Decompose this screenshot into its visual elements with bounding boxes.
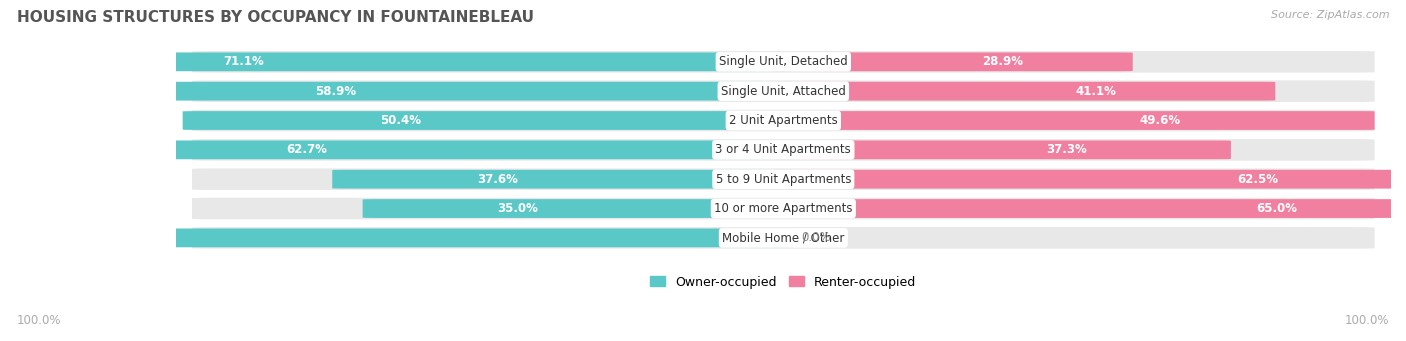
Text: 49.6%: 49.6% [1139, 114, 1181, 127]
FancyBboxPatch shape [193, 80, 1375, 102]
Text: 35.0%: 35.0% [498, 202, 538, 215]
FancyBboxPatch shape [772, 111, 1375, 130]
FancyBboxPatch shape [193, 51, 1375, 73]
FancyBboxPatch shape [0, 53, 794, 71]
FancyBboxPatch shape [0, 228, 794, 247]
FancyBboxPatch shape [193, 139, 1375, 161]
FancyBboxPatch shape [183, 111, 794, 130]
Text: 58.9%: 58.9% [315, 85, 357, 98]
Text: 100.0%: 100.0% [17, 314, 62, 327]
Text: HOUSING STRUCTURES BY OCCUPANCY IN FOUNTAINEBLEAU: HOUSING STRUCTURES BY OCCUPANCY IN FOUNT… [17, 10, 534, 25]
Text: 37.6%: 37.6% [477, 173, 519, 186]
FancyBboxPatch shape [193, 198, 1375, 219]
FancyBboxPatch shape [772, 199, 1406, 218]
FancyBboxPatch shape [772, 82, 1275, 101]
Text: 10 or more Apartments: 10 or more Apartments [714, 202, 852, 215]
FancyBboxPatch shape [193, 227, 1375, 249]
Text: 0.0%: 0.0% [801, 232, 831, 244]
Text: 3 or 4 Unit Apartments: 3 or 4 Unit Apartments [716, 143, 851, 157]
Text: 100.0%: 100.0% [0, 232, 48, 244]
Text: Mobile Home / Other: Mobile Home / Other [723, 232, 845, 244]
Text: 37.3%: 37.3% [1046, 143, 1087, 157]
Text: 50.4%: 50.4% [380, 114, 420, 127]
FancyBboxPatch shape [772, 170, 1406, 189]
Text: Source: ZipAtlas.com: Source: ZipAtlas.com [1271, 10, 1389, 20]
Text: Single Unit, Attached: Single Unit, Attached [721, 85, 846, 98]
FancyBboxPatch shape [83, 82, 794, 101]
Text: 62.7%: 62.7% [287, 143, 328, 157]
FancyBboxPatch shape [772, 140, 1230, 159]
Text: 100.0%: 100.0% [1344, 314, 1389, 327]
FancyBboxPatch shape [332, 170, 794, 189]
Text: 71.1%: 71.1% [224, 55, 263, 68]
FancyBboxPatch shape [772, 53, 1133, 71]
Legend: Owner-occupied, Renter-occupied: Owner-occupied, Renter-occupied [645, 271, 921, 294]
FancyBboxPatch shape [193, 110, 1375, 131]
Text: 41.1%: 41.1% [1076, 85, 1116, 98]
Text: 5 to 9 Unit Apartments: 5 to 9 Unit Apartments [716, 173, 851, 186]
FancyBboxPatch shape [193, 168, 1375, 190]
Text: Single Unit, Detached: Single Unit, Detached [718, 55, 848, 68]
Text: 28.9%: 28.9% [983, 55, 1024, 68]
Text: 62.5%: 62.5% [1237, 173, 1278, 186]
FancyBboxPatch shape [39, 140, 794, 159]
Text: 65.0%: 65.0% [1257, 202, 1298, 215]
Text: 2 Unit Apartments: 2 Unit Apartments [728, 114, 838, 127]
FancyBboxPatch shape [363, 199, 794, 218]
